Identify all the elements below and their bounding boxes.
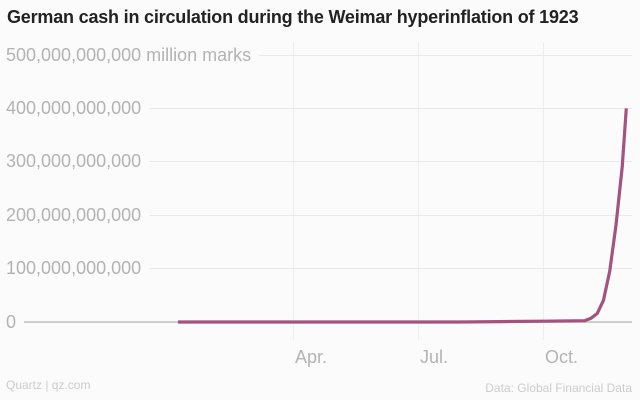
x-tick-label: Oct. bbox=[545, 347, 579, 367]
y-tick-label: 500,000,000,000 million marks bbox=[6, 44, 252, 65]
chart-title: German cash in circulation during the We… bbox=[7, 7, 579, 27]
y-gridline-row: 300,000,000,000 bbox=[6, 151, 632, 172]
y-gridline-row: 200,000,000,000 bbox=[6, 205, 632, 225]
x-tick-label: Jul. bbox=[420, 347, 449, 367]
y-tick-label: 100,000,000,000 bbox=[6, 258, 142, 279]
y-gridline-row: 0 bbox=[6, 312, 632, 332]
x-tick-label: Apr. bbox=[295, 347, 328, 367]
gridline bbox=[149, 161, 632, 163]
y-tick-label: 200,000,000,000 bbox=[6, 204, 142, 225]
y-tick-label: 300,000,000,000 bbox=[6, 151, 142, 172]
source-credit-right: Data: Global Financial Data bbox=[485, 381, 632, 395]
vertical-gridline bbox=[293, 42, 294, 340]
source-credit-left: Quartz | qz.com bbox=[6, 378, 91, 392]
y-gridline-row: 100,000,000,000 bbox=[6, 258, 632, 279]
y-gridline-row: 400,000,000,000 bbox=[6, 98, 632, 118]
zero-axis-line bbox=[24, 321, 632, 323]
vertical-gridline bbox=[418, 42, 419, 340]
y-tick-label: 0 bbox=[6, 311, 17, 332]
y-tick-label: 400,000,000,000 bbox=[6, 97, 142, 118]
gridline bbox=[149, 214, 632, 216]
vertical-gridline bbox=[543, 42, 544, 340]
gridline bbox=[259, 54, 632, 56]
gridline bbox=[149, 268, 632, 270]
y-gridline-row: 500,000,000,000 million marks bbox=[6, 45, 632, 65]
gridline bbox=[149, 107, 632, 109]
